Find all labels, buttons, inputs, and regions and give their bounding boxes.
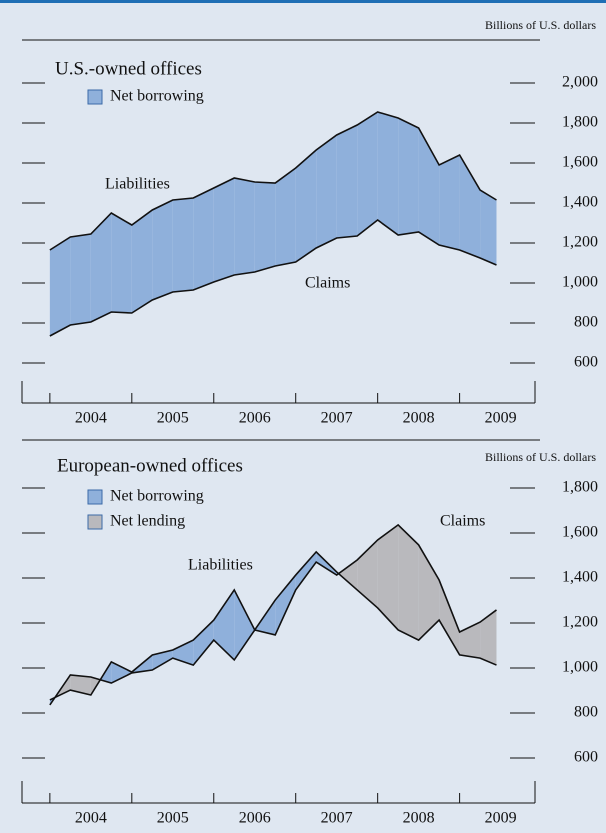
y-tick-label: 1,600 xyxy=(562,524,598,541)
band-fill xyxy=(172,198,194,292)
band-fill xyxy=(398,118,419,235)
legend-label: Net lending xyxy=(110,513,185,530)
series-label: Liabilities xyxy=(105,176,170,193)
y-tick-label: 1,800 xyxy=(562,114,598,131)
y-tick-label: 600 xyxy=(574,354,598,371)
band-fill xyxy=(49,237,71,336)
y-tick-label: 1,400 xyxy=(562,194,598,211)
y-tick-label: 800 xyxy=(574,314,598,331)
band-fill xyxy=(377,524,399,630)
series-line xyxy=(49,523,497,706)
band-fill xyxy=(234,178,255,275)
series-label: Claims xyxy=(440,513,485,530)
series-label: Claims xyxy=(305,275,350,292)
y-tick-label: 600 xyxy=(574,749,598,766)
x-tick-label: 2009 xyxy=(485,810,517,827)
band-fill xyxy=(418,544,440,641)
band-fill xyxy=(377,112,399,235)
y-tick-label: 1,800 xyxy=(562,479,598,496)
y-tick-label: 1,200 xyxy=(562,234,598,251)
panel-title: European-owned offices xyxy=(57,455,243,476)
x-tick-label: 2006 xyxy=(239,810,271,827)
series-line xyxy=(49,218,497,337)
band-fill xyxy=(439,580,460,655)
band-fill xyxy=(193,188,214,290)
y-tick-label: 1,000 xyxy=(562,274,598,291)
top-rule xyxy=(0,0,606,3)
y-tick-label: 800 xyxy=(574,704,598,721)
band-fill xyxy=(193,620,214,666)
band-fill xyxy=(398,524,419,641)
unit-label: Billions of U.S. dollars xyxy=(485,450,596,464)
x-tick-label: 2005 xyxy=(157,410,189,427)
series-line xyxy=(49,550,497,701)
x-tick-label: 2005 xyxy=(157,810,189,827)
band-fill xyxy=(111,661,132,684)
series-label: Liabilities xyxy=(188,557,253,574)
band-fill xyxy=(254,182,276,272)
panel-title: U.S.-owned offices xyxy=(55,58,202,79)
band-fill xyxy=(131,210,153,313)
band-fill xyxy=(459,155,481,258)
band-fill xyxy=(152,650,173,671)
y-tick-label: 1,400 xyxy=(562,569,598,586)
y-tick-label: 1,600 xyxy=(562,154,598,171)
band-fill xyxy=(234,589,255,660)
x-tick-label: 2007 xyxy=(321,410,353,427)
y-tick-label: 1,200 xyxy=(562,614,598,631)
band-fill xyxy=(336,125,358,238)
band-fill xyxy=(480,609,497,666)
band-fill xyxy=(316,135,337,248)
series-line xyxy=(49,111,497,251)
x-tick-label: 2008 xyxy=(403,410,435,427)
unit-label: Billions of U.S. dollars xyxy=(485,18,596,32)
band-fill xyxy=(480,190,497,265)
band-fill xyxy=(90,213,112,322)
band-fill xyxy=(70,234,91,325)
x-tick-label: 2004 xyxy=(75,810,107,827)
band-fill xyxy=(172,640,194,666)
x-tick-label: 2004 xyxy=(75,410,107,427)
legend-swatch xyxy=(87,89,103,105)
x-tick-label: 2008 xyxy=(403,810,435,827)
y-tick-label: 2,000 xyxy=(562,74,598,91)
band-fill xyxy=(439,155,460,250)
band-fill xyxy=(152,200,173,300)
band-fill xyxy=(459,622,481,659)
band-fill xyxy=(213,178,235,282)
x-tick-label: 2009 xyxy=(485,410,517,427)
band-fill xyxy=(70,674,91,695)
band-fill xyxy=(338,560,358,590)
band-fill xyxy=(213,589,235,660)
legend-label: Net borrowing xyxy=(110,488,204,505)
band-fill xyxy=(275,168,296,266)
x-tick-label: 2007 xyxy=(321,810,353,827)
band-fill xyxy=(295,150,317,262)
legend-label: Net borrowing xyxy=(110,88,204,105)
y-tick-label: 1,000 xyxy=(562,659,598,676)
band-fill xyxy=(357,539,378,608)
legend-swatch xyxy=(87,514,103,530)
band-fill xyxy=(357,112,378,236)
x-tick-label: 2006 xyxy=(239,410,271,427)
band-fill xyxy=(275,575,296,635)
legend-swatch xyxy=(87,489,103,505)
band-fill xyxy=(295,551,317,590)
band-fill xyxy=(111,213,132,313)
